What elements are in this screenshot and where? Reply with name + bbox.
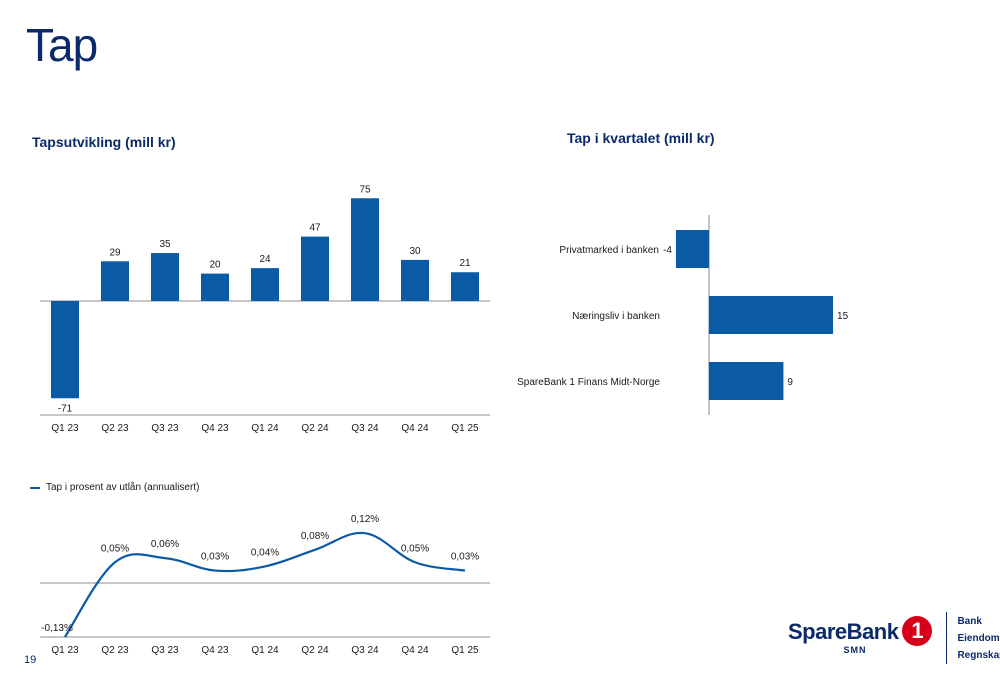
bar-category-label: Q3 24	[351, 423, 379, 434]
line-point-label: 0,05%	[401, 543, 429, 554]
bar-q3-23	[151, 253, 179, 301]
line-point-label: -0,13%	[41, 623, 73, 634]
page-number: 19	[24, 654, 37, 666]
logo-divider	[946, 612, 948, 664]
line-point-label: 0,04%	[251, 547, 279, 558]
bar-category-label: Q2 24	[301, 423, 329, 434]
hbar-value-label: -4	[663, 245, 672, 256]
bar-category-label: Q2 23	[101, 423, 129, 434]
line-point-label: 0,05%	[101, 543, 129, 554]
hbar-category-label: Næringsliv i banken	[572, 311, 660, 322]
logo-lines: Bank Eiendom Regnskap	[957, 613, 1000, 664]
bar-category-label: Q4 23	[201, 423, 229, 434]
legend-label: Tap i prosent av utlån (annualisert)	[46, 482, 200, 493]
bar-category-label: Q3 23	[151, 423, 179, 434]
line-point-label: 0,06%	[151, 539, 179, 550]
bar-value-label: 20	[209, 260, 221, 271]
logo-line-regnskap: Regnskap	[957, 649, 1000, 661]
line-category-label: Q1 23	[51, 645, 79, 656]
bar-q4-23	[201, 273, 229, 301]
bar-value-label: 47	[309, 223, 321, 234]
line-point-label: 0,03%	[201, 552, 229, 563]
hbar-value-label: 9	[787, 377, 793, 388]
bar-q4-24	[401, 259, 429, 301]
line-category-label: Q3 24	[351, 645, 379, 656]
logo-wordmark: SpareBank SMN	[788, 619, 899, 656]
bar-q2-24	[301, 236, 329, 301]
line-series-path	[64, 531, 466, 638]
bar-q2-23	[101, 261, 129, 301]
bar-category-label: Q1 23	[51, 423, 79, 434]
hbar-1	[709, 296, 834, 334]
bar-q1-25	[451, 272, 479, 301]
line-category-label: Q4 23	[201, 645, 229, 656]
bar-q1-24	[251, 268, 279, 301]
bar-value-label: 29	[109, 247, 121, 258]
line-point-label: 0,12%	[351, 514, 379, 525]
sparebank-logo: SpareBank SMN 1 Bank Eiendom Regnskap	[788, 612, 1000, 664]
bar-category-label: Q1 25	[451, 423, 479, 434]
hbar-2	[709, 362, 784, 400]
line-category-label: Q2 23	[101, 645, 129, 656]
logo-line-bank: Bank	[957, 615, 982, 627]
logo-badge: 1	[902, 616, 933, 646]
bar-value-label: 24	[259, 254, 271, 265]
bar-value-label: 35	[159, 239, 171, 250]
logo-word: SpareBank	[788, 619, 899, 644]
bar-value-label: -71	[58, 403, 73, 414]
hbar-0	[675, 230, 709, 268]
bar-q3-24	[351, 198, 379, 301]
line-category-label: Q1 24	[251, 645, 279, 656]
line-point-label: 0,08%	[301, 531, 329, 542]
line-category-label: Q2 24	[301, 645, 329, 656]
hbar-category-label: Privatmarked i banken	[559, 245, 659, 256]
legend-swatch	[30, 486, 40, 489]
page-title: Tap	[26, 19, 98, 71]
bar-category-label: Q4 24	[401, 423, 429, 434]
hbar-category-label: SpareBank 1 Finans Midt-Norge	[517, 377, 660, 388]
line-point-label: 0,03%	[451, 552, 479, 563]
line-category-label: Q3 23	[151, 645, 179, 656]
hbar-chart-title: Tap i kvartalet (mill kr)	[567, 130, 715, 146]
bar-value-label: 30	[409, 246, 421, 257]
logo-sub: SMN	[843, 645, 867, 655]
bar-value-label: 21	[459, 258, 471, 269]
bar-chart-title: Tapsutvikling (mill kr)	[32, 134, 176, 150]
bar-category-label: Q1 24	[251, 423, 279, 434]
line-chart-legend: Tap i prosent av utlån (annualisert)	[30, 482, 199, 493]
bar-value-label: 75	[359, 184, 371, 195]
line-category-label: Q4 24	[401, 645, 429, 656]
line-category-label: Q1 25	[451, 645, 479, 656]
logo-line-eiendom: Eiendom	[957, 632, 1000, 644]
hbar-value-label: 15	[837, 311, 849, 322]
bar-q1-23	[51, 301, 79, 399]
